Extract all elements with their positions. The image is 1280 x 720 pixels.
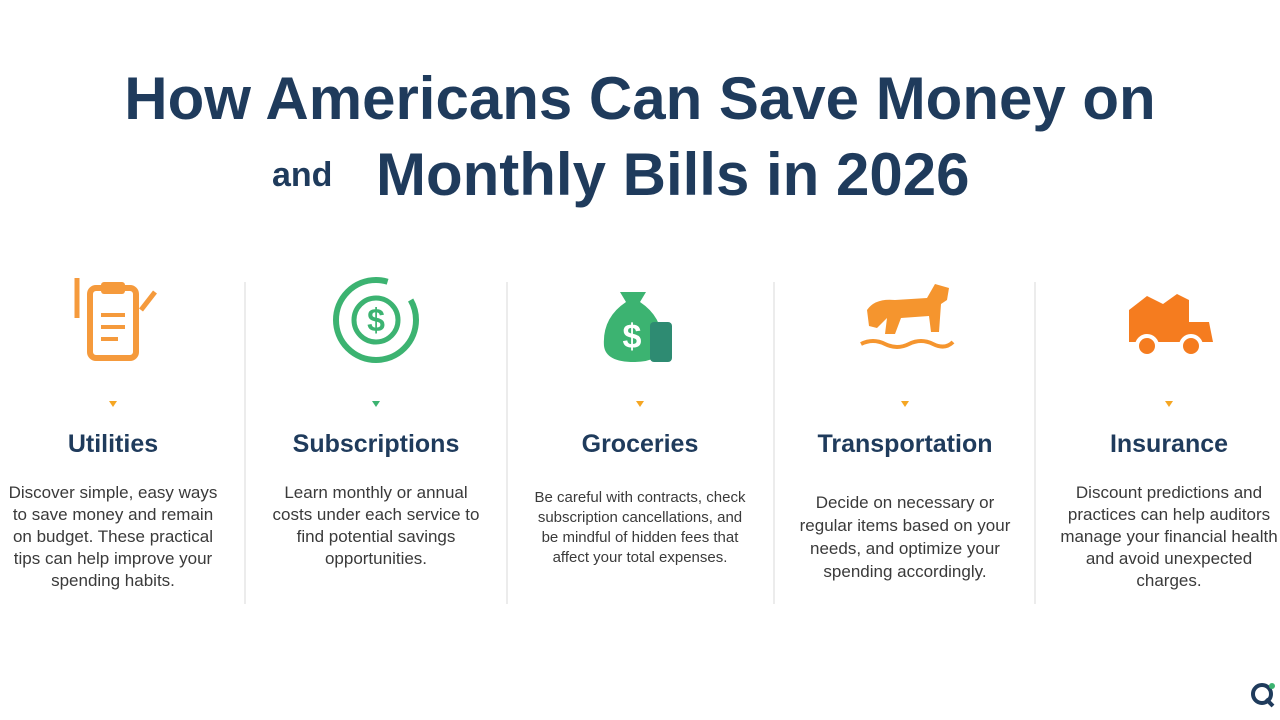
card: $ Subscriptions Learn monthly or annual … [245,260,507,620]
card-text: Decide on necessary or regular items bas… [799,493,1011,581]
card-text: Learn monthly or annual costs under each… [272,483,480,568]
card-title: Subscriptions [292,430,460,458]
icon-subscriptions: $ [333,277,419,363]
card-text: Be careful with contracts, check subscri… [534,489,746,566]
icon-insurance [1129,294,1213,358]
card: $ Groceries Be careful with contracts, c… [509,260,771,620]
card-title: Transportation [817,430,993,458]
icon-groceries: $ [603,292,672,362]
card-title: Utilities [67,430,159,458]
divider [1034,282,1036,604]
card: Utilities Discover simple, easy ways to … [0,260,244,620]
card: Insurance Discount predictions and pract… [1038,260,1280,620]
divider [506,282,508,604]
icon-transportation [860,284,955,349]
card: Transportation Decide on necessary or re… [774,260,1036,620]
marker [901,401,909,407]
marker [372,401,380,407]
divider [773,282,775,604]
divider [244,282,246,604]
card-text: Discount predictions and practices can h… [1060,483,1278,590]
card-title: Groceries [581,430,699,458]
icon-utilities [74,278,157,361]
title-line-2: Monthly Bills in 2026 [376,141,970,208]
marker [636,401,644,407]
title-line-1: How Americans Can Save Money on [124,65,1156,132]
title-and: and [272,156,333,194]
card-text: Discover simple, easy ways to save money… [8,483,218,590]
card-title: Insurance [1109,430,1229,458]
svg-text:$: $ [367,302,385,338]
logo [1251,683,1275,708]
marker [1165,401,1173,407]
svg-text:$: $ [623,318,642,356]
marker [109,401,117,407]
